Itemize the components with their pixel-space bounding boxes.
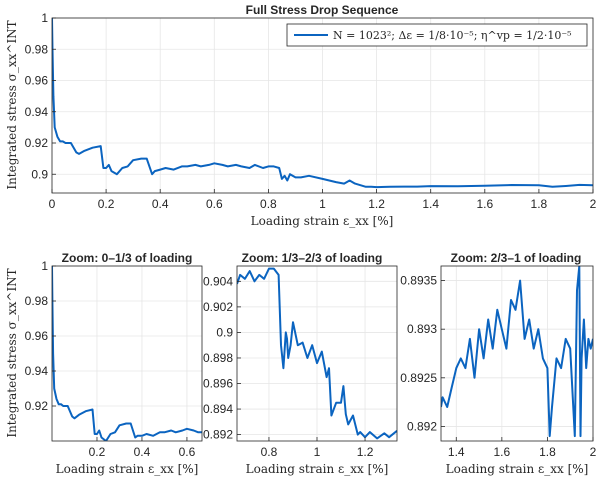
y-tick-label: 0.8925 <box>400 371 437 385</box>
y-tick-label: 0.894 <box>203 402 233 416</box>
x-tick-label: 1 <box>314 445 321 459</box>
chart-title: Zoom: 0–1/3 of loading <box>62 251 193 265</box>
x-tick-label: 0.2 <box>89 445 106 459</box>
x-tick-label: 1.8 <box>539 445 556 459</box>
y-tick-label: 0.898 <box>203 351 233 365</box>
y-tick-label: 0.98 <box>25 294 49 308</box>
y-axis-label: Integrated stress σ_xx^INT <box>5 20 19 189</box>
x-axis-label: Loading strain ε_xx [%] <box>251 214 394 228</box>
x-tick-label: 0.4 <box>152 197 169 211</box>
x-tick-label: 1.8 <box>531 197 548 211</box>
x-axis-label: Loading strain ε_xx [%] <box>246 462 389 476</box>
series-line <box>237 267 397 440</box>
x-tick-label: 0 <box>49 197 56 211</box>
x-axis-label: Loading strain ε_xx [%] <box>56 462 199 476</box>
y-tick-label: 0.892 <box>203 428 233 442</box>
y-tick-label: 0.94 <box>25 364 49 378</box>
plot-area-frame <box>51 265 203 442</box>
chart-panel-zoom-2: Zoom: 1/3–2/3 of loading 0.8 1 1.2 0.892 0.8… <box>203 251 398 476</box>
x-tick-label: 1.4 <box>422 197 439 211</box>
x-tick-label: 0.6 <box>206 197 223 211</box>
x-tick-label: 1 <box>319 197 326 211</box>
chart-panel-zoom-1: Zoom: 0–1/3 of loading 0.2 0.4 0.6 0.92 0.94… <box>5 251 203 476</box>
y-tick-label: 1 <box>41 11 48 25</box>
series-line <box>441 266 593 438</box>
legend-entry: N = 1023²; Δε = 1/8·10⁻⁵; η^vp = 1/2·10⁻… <box>333 29 572 42</box>
y-tick-label: 0.892 <box>407 419 437 433</box>
series-line <box>52 266 202 441</box>
chart-title: Zoom: 2/3–1 of loading <box>451 251 582 265</box>
legend-box <box>286 23 588 47</box>
y-tick-label: 0.9 <box>216 325 233 339</box>
y-tick-label: 0.8935 <box>400 274 437 288</box>
x-tick-label: 0.8 <box>260 197 277 211</box>
legend: N = 1023²; Δε = 1/8·10⁻⁵; η^vp = 1/2·10⁻… <box>286 23 588 47</box>
y-tick-label: 0.904 <box>203 274 233 288</box>
y-tick-label: 0.902 <box>203 300 233 314</box>
y-tick-label: 0.94 <box>25 105 49 119</box>
x-tick-label: 1.6 <box>494 445 511 459</box>
x-tick-label: 1.6 <box>476 197 493 211</box>
x-tick-label: 0.8 <box>261 445 278 459</box>
x-tick-label: 0.6 <box>179 445 196 459</box>
x-tick-label: 1.4 <box>448 445 465 459</box>
x-tick-label: 2 <box>590 445 597 459</box>
y-tick-label: 1 <box>41 259 48 273</box>
y-tick-label: 0.92 <box>25 136 49 150</box>
x-tick-label: 1.2 <box>368 197 385 211</box>
y-axis-label: Integrated stress σ_xx^INT <box>5 268 19 437</box>
y-tick-label: 0.96 <box>25 329 49 343</box>
x-tick-label: 0.2 <box>98 197 115 211</box>
chart-title: Full Stress Drop Sequence <box>246 3 399 17</box>
plot-area-frame <box>440 265 594 442</box>
chart-title: Zoom: 1/3–2/3 of loading <box>242 251 383 265</box>
chart-panel-zoom-3: Zoom: 2/3–1 of loading 1.4 1.6 1.8 2 0.892 0.… <box>400 251 596 476</box>
y-tick-label: 0.9 <box>31 167 48 181</box>
series-line <box>52 18 593 189</box>
x-tick-label: 2 <box>590 197 597 211</box>
y-tick-label: 0.96 <box>25 74 49 88</box>
y-tick-label: 0.893 <box>407 322 437 336</box>
y-tick-label: 0.98 <box>25 42 49 56</box>
x-axis-label: Loading strain ε_xx [%] <box>446 462 589 476</box>
x-tick-label: 1.2 <box>357 445 374 459</box>
y-tick-label: 0.896 <box>203 377 233 391</box>
chart-panel-full: Full Stress Drop Sequence 0 0.2 0.4 0.6 0.8 1… <box>5 3 597 228</box>
y-tick-label: 0.92 <box>25 399 49 413</box>
x-tick-label: 0.4 <box>134 445 151 459</box>
